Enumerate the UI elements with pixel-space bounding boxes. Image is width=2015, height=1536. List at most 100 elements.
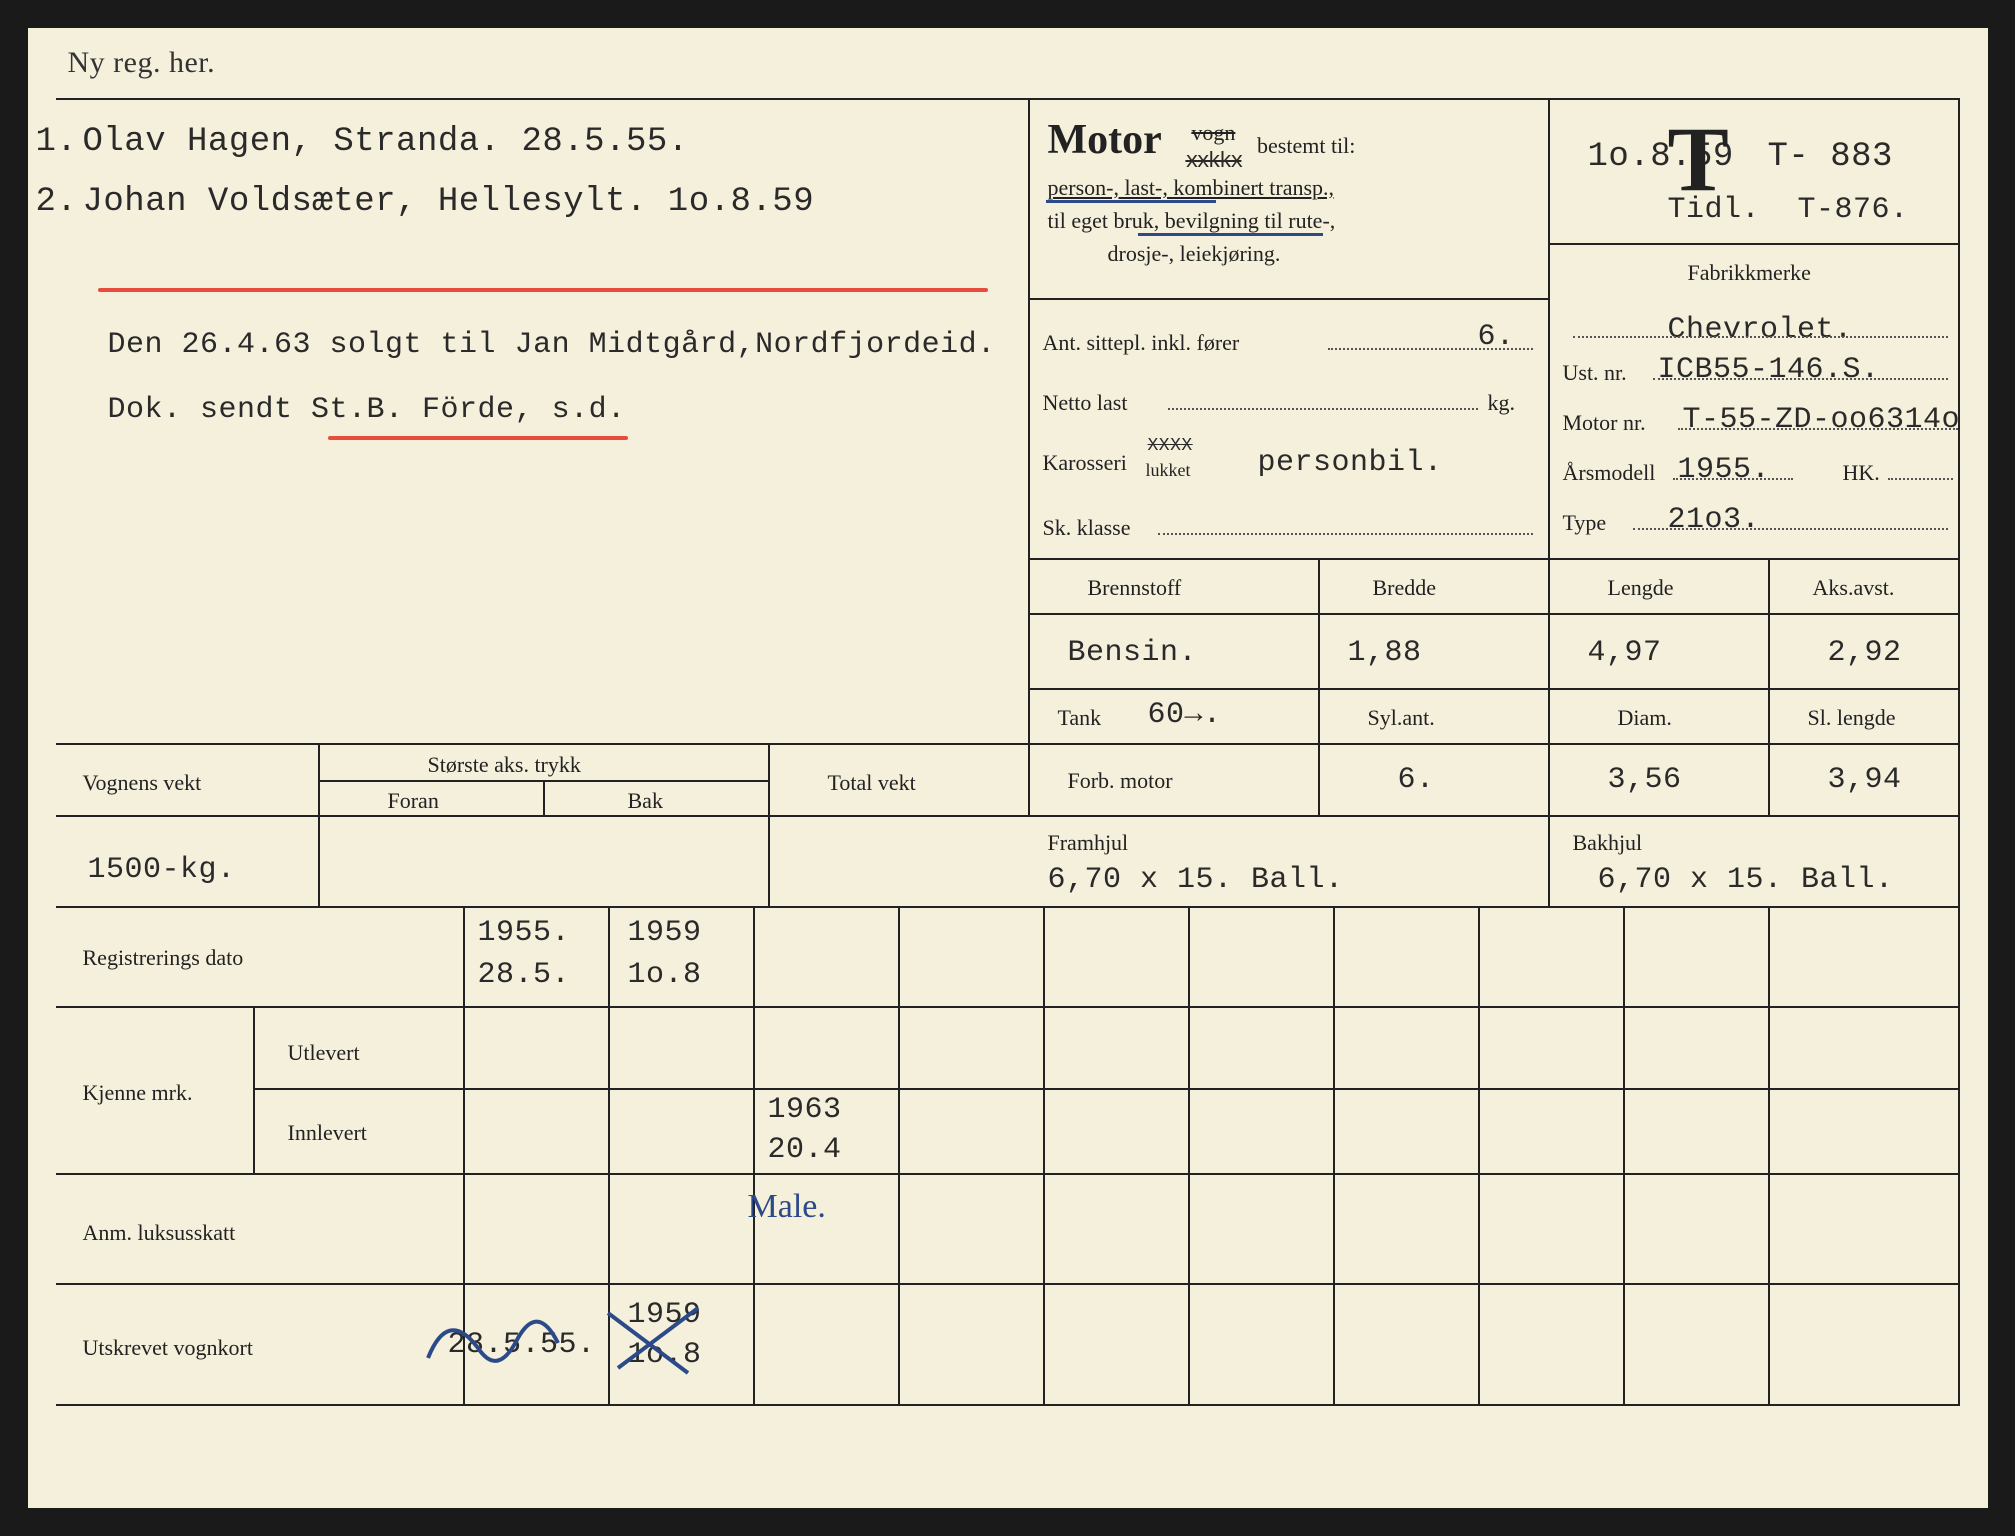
utskrevet-label: Utskrevet vognkort <box>83 1333 253 1364</box>
brennstoff-h: Brennstoff <box>1088 573 1182 604</box>
type-label: Type <box>1563 508 1607 539</box>
innlevert-label: Innlevert <box>288 1118 367 1149</box>
utlevert-label: Utlevert <box>288 1038 360 1069</box>
motor-nr-label: Motor nr. <box>1563 408 1646 439</box>
fabrikk-merke: Chevrolet. <box>1668 313 1853 347</box>
arsmodell-dotted <box>1673 478 1793 480</box>
bakhjul-h: Bakhjul <box>1573 828 1643 859</box>
bottom-v4 <box>898 906 900 1406</box>
motor-xxx: xxkkx <box>1185 149 1241 174</box>
specs-v1 <box>1318 558 1320 815</box>
bredde-h: Bredde <box>1373 573 1437 604</box>
specs-r4 <box>56 815 1960 817</box>
type-value: 21o3. <box>1668 503 1761 537</box>
bottom-v-sub <box>253 1006 255 1173</box>
syl-v: 6. <box>1398 763 1435 797</box>
syl-h: Syl.ant. <box>1368 703 1435 734</box>
foran-label: Foran <box>388 786 439 817</box>
bottom-v7 <box>1333 906 1335 1406</box>
inn-y: 1963 <box>768 1093 842 1127</box>
motor-block: Motor vogn xxkkx bestemt til: <box>1048 116 1356 174</box>
inn-d: 20.4 <box>768 1133 842 1167</box>
tank-h: Tank <box>1058 703 1102 734</box>
tidl-label: Tidl. <box>1668 193 1761 227</box>
sl-h: Sl. lengde <box>1808 703 1896 734</box>
arsmodell-label: Årsmodell <box>1563 458 1656 489</box>
netto-label: Netto last <box>1043 388 1128 419</box>
sl-v: 3,94 <box>1828 763 1902 797</box>
specs-r3 <box>56 743 1960 745</box>
specs-bottom <box>56 906 1960 908</box>
bak-label: Bak <box>628 786 663 817</box>
framhjul-h: Framhjul <box>1048 828 1129 859</box>
regdato-label: Registrerings dato <box>83 943 244 974</box>
aks-v: 2,92 <box>1828 636 1902 670</box>
registration-card: Ny reg. her. 1. Olav Hagen, Stranda. 28.… <box>28 28 1988 1508</box>
owner-num-1: 1. <box>36 123 78 161</box>
bredde-v: 1,88 <box>1348 636 1422 670</box>
owner-num-2: 2. <box>36 183 78 221</box>
reg-d1: 28.5. <box>478 958 571 992</box>
bottom-v9 <box>1623 906 1625 1406</box>
bottom-v6 <box>1188 906 1190 1406</box>
specs-v3 <box>1768 558 1770 815</box>
card-frame <box>56 98 1960 1406</box>
framhjul-v: 6,70 x 15. Ball. <box>1048 863 1344 897</box>
owner-line-1: Olav Hagen, Stranda. 28.5.55. <box>83 123 689 161</box>
hk-dotted <box>1888 478 1953 480</box>
right-div-1 <box>1548 243 1960 245</box>
skklasse-dotted <box>1158 533 1533 535</box>
motor-nr-value: T-55-ZD-oo6314o <box>1683 403 1961 437</box>
divider-v1 <box>1028 98 1030 815</box>
vognvekt-value: 1500-kg. <box>88 853 236 887</box>
forb-h: Forb. motor <box>1068 766 1173 797</box>
motor-vogn: vogn <box>1185 118 1241 149</box>
specs-v2 <box>1548 558 1550 906</box>
karosseri-lukket: lukket <box>1146 458 1191 483</box>
fabrikk-dotted-1 <box>1573 336 1948 338</box>
diam-v: 3,56 <box>1608 763 1682 797</box>
blue-underline-person <box>1046 200 1216 203</box>
anm-label: Anm. luksusskatt <box>83 1218 236 1249</box>
lengde-h: Lengde <box>1608 573 1674 604</box>
brennstoff-v: Bensin. <box>1068 636 1198 670</box>
reg-y2: 1959 <box>628 916 702 950</box>
type-dotted <box>1633 528 1948 530</box>
anm-handwritten: Male. <box>748 1188 826 1226</box>
karosseri-value: personbil. <box>1258 446 1443 480</box>
red-underline-2 <box>328 436 628 440</box>
tank-v: 60→. <box>1148 698 1222 732</box>
handwriting-scribble-icon <box>408 1288 748 1388</box>
owner-line-2: Johan Voldsæter, Hellesylt. 1o.8.59 <box>83 183 815 221</box>
owner-note-2: Dok. sendt St.B. Förde, s.d. <box>108 393 626 427</box>
weight-v1 <box>318 743 320 906</box>
weight-v-mid <box>543 780 545 815</box>
bottom-h1b <box>253 1088 1960 1090</box>
bottom-h1 <box>56 1006 1960 1008</box>
owner-note-1: Den 26.4.63 solgt til Jan Midtgård,Nordf… <box>108 328 996 362</box>
motor-bestemt: bestemt til: <box>1257 133 1355 158</box>
ust-value: ICB55-146.S. <box>1658 353 1880 387</box>
hk-label: HK. <box>1843 458 1880 489</box>
specs-r2 <box>1028 688 1960 690</box>
seats-label: Ant. sittepl. inkl. fører <box>1043 328 1240 359</box>
ust-label: Ust. nr. <box>1563 358 1627 389</box>
fabrikk-label: Fabrikkmerke <box>1688 258 1811 289</box>
motor-line3: drosje-, leiekjøring. <box>1108 239 1281 270</box>
motor-title: Motor <box>1048 117 1162 163</box>
bakhjul-v: 6,70 x 15. Ball. <box>1598 863 1894 897</box>
bottom-h2 <box>56 1173 1960 1175</box>
lengde-v: 4,97 <box>1588 636 1662 670</box>
tidl-value: T-876. <box>1798 193 1909 227</box>
weight-v2 <box>768 743 770 906</box>
blue-underline-egetbruk <box>1138 233 1323 236</box>
storste-label: Største aks. trykk <box>428 750 581 781</box>
bottom-v10 <box>1768 906 1770 1406</box>
arsmodell-value: 1955. <box>1678 453 1771 487</box>
reg-number: T- 883 <box>1768 138 1893 176</box>
kjenne-label: Kjenne mrk. <box>83 1078 193 1109</box>
netto-unit: kg. <box>1488 388 1516 419</box>
motor-div-1 <box>1028 298 1548 300</box>
motor-nr-dotted <box>1678 428 1958 430</box>
reg-d2: 1o.8 <box>628 958 702 992</box>
